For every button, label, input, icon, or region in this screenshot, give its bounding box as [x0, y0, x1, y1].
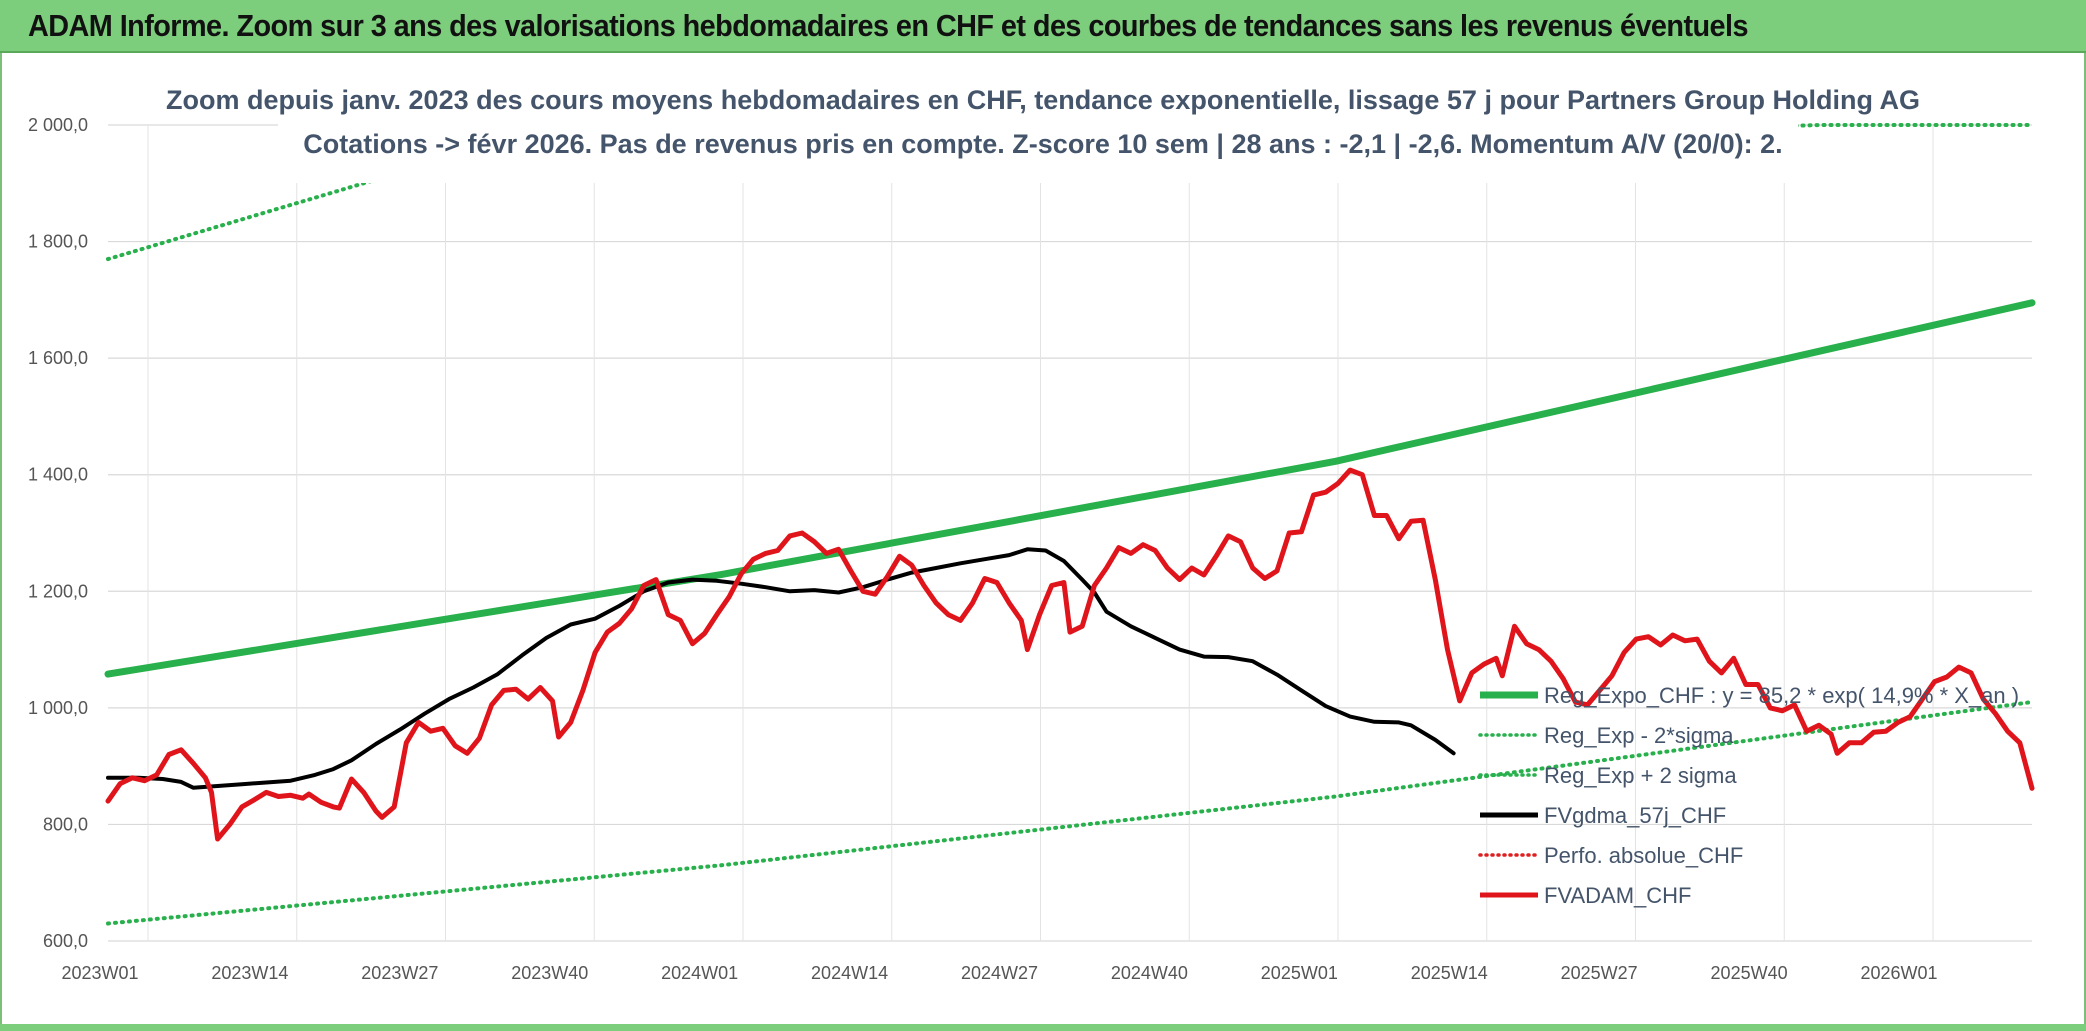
- y-axis-tick-labels: 600,0 800,0 1 000,0 1 200,0 1 400,0 1 600,0 1 …: [28, 115, 88, 951]
- y-tick-label: 600,0: [43, 931, 88, 951]
- legend-label: Perfo. absolue_CHF: [1544, 843, 1743, 868]
- gridlines: [108, 124, 2032, 942]
- x-axis-tick-labels: 2023W01 2023W14 2023W27 2023W40 2024W01 2024W…: [61, 963, 1937, 983]
- x-tick-label: 2024W27: [961, 963, 1038, 983]
- x-tick-label: 2025W14: [1411, 963, 1488, 983]
- chart-title: Zoom depuis janv. 2023 des cours moyens …: [166, 85, 1920, 115]
- y-tick-label: 1 800,0: [28, 232, 88, 252]
- y-tick-label: 800,0: [43, 814, 88, 834]
- legend-label: Reg_Exp - 2*sigma: [1544, 723, 1734, 748]
- x-tick-label: 2023W27: [361, 963, 438, 983]
- legend-label: Reg_Expo_CHF : y = 85,2 * exp( 14,9% * X…: [1544, 683, 2019, 708]
- y-tick-label: 2 000,0: [28, 115, 88, 135]
- series-line: [105, 467, 2035, 842]
- header-bar: ADAM Informe. Zoom sur 3 ans des valoris…: [0, 0, 2086, 53]
- y-tick-label: 1 600,0: [28, 348, 88, 368]
- y-tick-label: 1 400,0: [28, 465, 88, 485]
- page-title: ADAM Informe. Zoom sur 3 ans des valoris…: [28, 8, 1749, 43]
- series-lines: [104, 123, 2036, 926]
- x-tick-label: 2024W01: [661, 963, 738, 983]
- y-tick-label: 1 200,0: [28, 581, 88, 601]
- series-line: [106, 547, 1456, 790]
- x-tick-label: 2025W27: [1561, 963, 1638, 983]
- legend-label: Reg_Exp + 2 sigma: [1544, 763, 1737, 788]
- x-tick-label: 2023W40: [511, 963, 588, 983]
- x-tick-label: 2026W01: [1860, 963, 1937, 983]
- x-tick-label: 2023W14: [211, 963, 288, 983]
- legend: Reg_Expo_CHF : y = 85,2 * exp( 14,9% * X…: [1478, 683, 2019, 908]
- series-line: [104, 299, 2036, 678]
- legend-label: FVgdma_57j_CHF: [1544, 803, 1726, 828]
- x-tick-label: 2025W40: [1711, 963, 1788, 983]
- x-tick-label: 2024W40: [1111, 963, 1188, 983]
- x-tick-label: 2025W01: [1261, 963, 1338, 983]
- title-background: [278, 73, 1798, 183]
- series-line: [106, 700, 2034, 926]
- x-tick-label: 2024W14: [811, 963, 888, 983]
- x-tick-label: 2023W01: [61, 963, 138, 983]
- chart-subtitle: Cotations -> févr 2026. Pas de revenus p…: [303, 129, 1782, 159]
- line-chart: 600,0 800,0 1 000,0 1 200,0 1 400,0 1 600,0 1 …: [28, 73, 2036, 983]
- bottom-bar: [0, 1024, 2086, 1031]
- y-tick-label: 1 000,0: [28, 698, 88, 718]
- legend-label: FVADAM_CHF: [1544, 883, 1692, 908]
